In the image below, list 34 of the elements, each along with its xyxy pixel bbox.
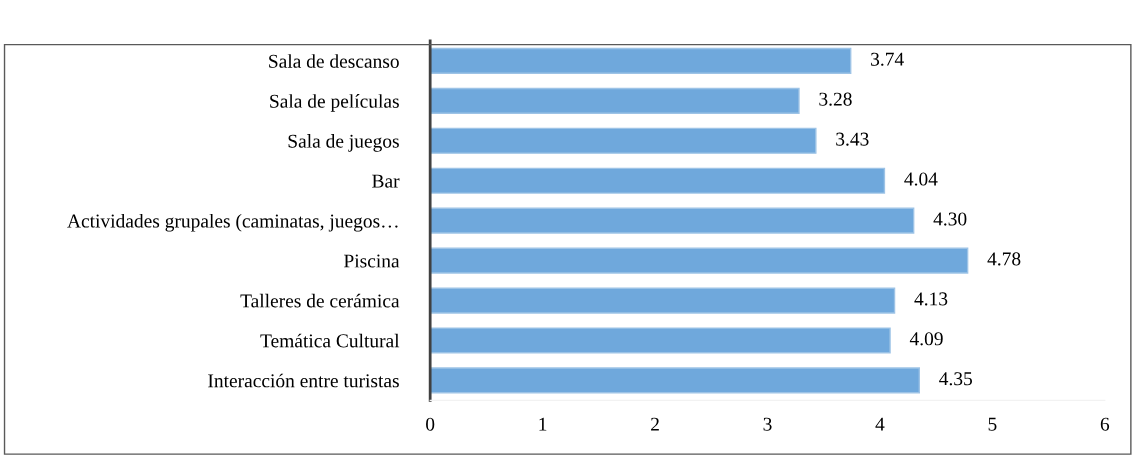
data-label: 4.09: [909, 332, 943, 346]
data-label: 3.74: [871, 52, 904, 66]
data-label: 4.35: [939, 372, 973, 386]
x-tick-label: 6: [1100, 417, 1110, 431]
data-label: 4.04: [904, 172, 938, 186]
data-label: 4.78: [987, 252, 1021, 266]
x-tick-label: 2: [651, 417, 659, 431]
bar: [430, 87, 800, 114]
bar: [430, 247, 969, 274]
x-tick-label: 0: [426, 417, 435, 431]
y-tick-label: Sala de juegos: [288, 134, 399, 152]
y-tick-label: Talleres de cerámica: [240, 293, 400, 308]
data-label: 3.43: [836, 132, 869, 146]
x-tick-label: 5: [988, 417, 997, 431]
bar: [430, 327, 891, 354]
data-label: 4.13: [914, 292, 948, 306]
y-tick-label: Piscina: [343, 254, 400, 268]
bar: [430, 127, 817, 154]
bar: [430, 167, 886, 194]
y-tick-label: Bar: [372, 174, 400, 188]
x-tick-label: 3: [763, 417, 772, 431]
bar: [430, 287, 896, 314]
data-label: 4.30: [933, 212, 967, 226]
y-tick-label: Temática Cultural: [260, 333, 400, 348]
x-tick-label: 1: [539, 417, 547, 431]
bar: [430, 207, 915, 234]
y-tick-label: Sala de películas: [270, 94, 399, 112]
data-label: 3.28: [819, 92, 852, 106]
y-tick-label: Actividades grupales (caminatas, juegos…: [67, 213, 398, 232]
x-tick-label: 4: [875, 417, 885, 431]
bar: [430, 367, 920, 394]
y-tick-label: Sala de descanso: [269, 54, 399, 68]
y-tick-label: Interacción entre turistas: [208, 373, 399, 388]
bar: [430, 47, 852, 74]
